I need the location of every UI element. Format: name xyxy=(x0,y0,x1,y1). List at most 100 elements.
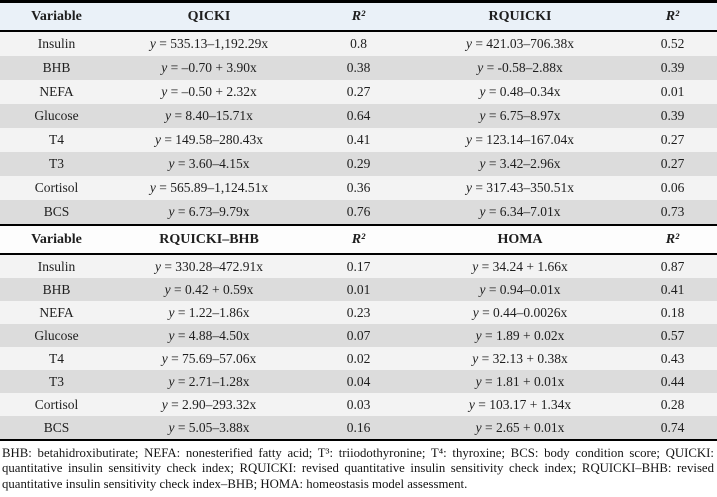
column-header-rquicki-bhb: RQUICKI–BHB xyxy=(113,224,305,255)
r2-value-cell: 0.74 xyxy=(628,416,717,440)
equation-cell: y = 1.81 + 0.01x xyxy=(412,370,628,393)
equation-cell: y = 2.71–1.28x xyxy=(113,370,305,393)
equation-cell: y = 1.89 + 0.02x xyxy=(412,324,628,347)
equation-cell: y = 0.44–0.0026x xyxy=(412,301,628,324)
table-row: Cortisol y = 565.89–1,124.51x 0.36 y = 3… xyxy=(0,176,717,200)
r2-value-cell: 0.03 xyxy=(305,393,412,416)
r2-value-cell: 0.04 xyxy=(305,370,412,393)
r2-value-cell: 0.27 xyxy=(628,128,717,152)
variable-cell: T3 xyxy=(0,370,113,393)
variable-cell: BHB xyxy=(0,56,113,80)
equation-cell: y = 149.58–280.43x xyxy=(113,128,305,152)
variable-cell: NEFA xyxy=(0,80,113,104)
column-header-r2: R² xyxy=(628,1,717,32)
equation-cell: y = 0.48–0.34x xyxy=(412,80,628,104)
equation-cell: y = 32.13 + 0.38x xyxy=(412,347,628,370)
variable-cell: Insulin xyxy=(0,31,113,56)
variable-cell: BHB xyxy=(0,278,113,301)
table-row: T3 y = 2.71–1.28x 0.04 y = 1.81 + 0.01x … xyxy=(0,370,717,393)
variable-cell: T4 xyxy=(0,128,113,152)
table-row: BHB y = 0.42 + 0.59x 0.01 y = 0.94–0.01x… xyxy=(0,278,717,301)
r2-value-cell: 0.23 xyxy=(305,301,412,324)
r2-value-cell: 0.52 xyxy=(628,31,717,56)
table-header-row-2: Variable RQUICKI–BHB R² HOMA R² xyxy=(0,224,717,255)
r2-value-cell: 0.64 xyxy=(305,104,412,128)
r2-value-cell: 0.27 xyxy=(628,152,717,176)
r2-value-cell: 0.07 xyxy=(305,324,412,347)
table-row: Glucose y = 8.40–15.71x 0.64 y = 6.75–8.… xyxy=(0,104,717,128)
table-row: Insulin y = 330.28–472.91x 0.17 y = 34.2… xyxy=(0,254,717,278)
equation-cell: y = 0.42 + 0.59x xyxy=(113,278,305,301)
equation-cell: y = –0.50 + 2.32x xyxy=(113,80,305,104)
equation-cell: y = 34.24 + 1.66x xyxy=(412,254,628,278)
table-row: Glucose y = 4.88–4.50x 0.07 y = 1.89 + 0… xyxy=(0,324,717,347)
r2-value-cell: 0.87 xyxy=(628,254,717,278)
equation-cell: y = 421.03–706.38x xyxy=(412,31,628,56)
r2-value-cell: 0.27 xyxy=(305,80,412,104)
table-row: NEFA y = 1.22–1.86x 0.23 y = 0.44–0.0026… xyxy=(0,301,717,324)
r2-value-cell: 0.02 xyxy=(305,347,412,370)
r2-value-cell: 0.01 xyxy=(628,80,717,104)
variable-cell: BCS xyxy=(0,200,113,225)
variable-cell: Insulin xyxy=(0,254,113,278)
r2-value-cell: 0.01 xyxy=(305,278,412,301)
table-row: BCS y = 6.73–9.79x 0.76 y = 6.34–7.01x 0… xyxy=(0,200,717,225)
r2-value-cell: 0.38 xyxy=(305,56,412,80)
equation-cell: y = 6.34–7.01x xyxy=(412,200,628,225)
column-header-r2: R² xyxy=(305,224,412,255)
equation-cell: y = 3.42–2.96x xyxy=(412,152,628,176)
equation-cell: y = 123.14–167.04x xyxy=(412,128,628,152)
column-header-variable: Variable xyxy=(0,224,113,255)
equation-cell: y = -0.58–2.88x xyxy=(412,56,628,80)
column-header-homa: HOMA xyxy=(412,224,628,255)
r2-value-cell: 0.41 xyxy=(628,278,717,301)
equation-cell: y = 0.94–0.01x xyxy=(412,278,628,301)
variable-cell: Glucose xyxy=(0,324,113,347)
equation-cell: y = 6.73–9.79x xyxy=(113,200,305,225)
r2-value-cell: 0.36 xyxy=(305,176,412,200)
r2-value-cell: 0.18 xyxy=(628,301,717,324)
r2-value-cell: 0.16 xyxy=(305,416,412,440)
variable-cell: T3 xyxy=(0,152,113,176)
table-row: NEFA y = –0.50 + 2.32x 0.27 y = 0.48–0.3… xyxy=(0,80,717,104)
variable-cell: BCS xyxy=(0,416,113,440)
table-header-row-1: Variable QICKI R² RQUICKI R² xyxy=(0,1,717,32)
r2-value-cell: 0.73 xyxy=(628,200,717,225)
variable-cell: T4 xyxy=(0,347,113,370)
column-header-qicki: QICKI xyxy=(113,1,305,32)
table-footnote: BHB: betahidroxibutirate; NEFA: nonester… xyxy=(2,446,714,491)
r2-value-cell: 0.76 xyxy=(305,200,412,225)
table-row: Insulin y = 535.13–1,192.29x 0.8 y = 421… xyxy=(0,31,717,56)
equation-cell: y = 2.90–293.32x xyxy=(113,393,305,416)
r2-value-cell: 0.39 xyxy=(628,104,717,128)
equation-cell: y = 103.17 + 1.34x xyxy=(412,393,628,416)
r2-value-cell: 0.41 xyxy=(305,128,412,152)
equation-cell: y = 4.88–4.50x xyxy=(113,324,305,347)
equation-cell: y = 330.28–472.91x xyxy=(113,254,305,278)
equation-cell: y = 6.75–8.97x xyxy=(412,104,628,128)
r2-value-cell: 0.28 xyxy=(628,393,717,416)
r2-value-cell: 0.44 xyxy=(628,370,717,393)
r2-value-cell: 0.57 xyxy=(628,324,717,347)
table-row: T4 y = 75.69–57.06x 0.02 y = 32.13 + 0.3… xyxy=(0,347,717,370)
equation-cell: y = 5.05–3.88x xyxy=(113,416,305,440)
column-header-r2: R² xyxy=(628,224,717,255)
equation-cell: y = 2.65 + 0.01x xyxy=(412,416,628,440)
equation-cell: y = –0.70 + 3.90x xyxy=(113,56,305,80)
r2-value-cell: 0.8 xyxy=(305,31,412,56)
table-row: Cortisol y = 2.90–293.32x 0.03 y = 103.1… xyxy=(0,393,717,416)
equation-cell: y = 317.43–350.51x xyxy=(412,176,628,200)
equation-cell: y = 1.22–1.86x xyxy=(113,301,305,324)
table-row: BHB y = –0.70 + 3.90x 0.38 y = -0.58–2.8… xyxy=(0,56,717,80)
regression-table: Variable QICKI R² RQUICKI R² Insulin y =… xyxy=(0,0,717,441)
r2-value-cell: 0.43 xyxy=(628,347,717,370)
r2-value-cell: 0.29 xyxy=(305,152,412,176)
table-row: T4 y = 149.58–280.43x 0.41 y = 123.14–16… xyxy=(0,128,717,152)
equation-cell: y = 535.13–1,192.29x xyxy=(113,31,305,56)
equation-cell: y = 8.40–15.71x xyxy=(113,104,305,128)
r2-value-cell: 0.06 xyxy=(628,176,717,200)
column-header-r2: R² xyxy=(305,1,412,32)
variable-cell: Cortisol xyxy=(0,176,113,200)
table-row: BCS y = 5.05–3.88x 0.16 y = 2.65 + 0.01x… xyxy=(0,416,717,440)
column-header-rquicki: RQUICKI xyxy=(412,1,628,32)
